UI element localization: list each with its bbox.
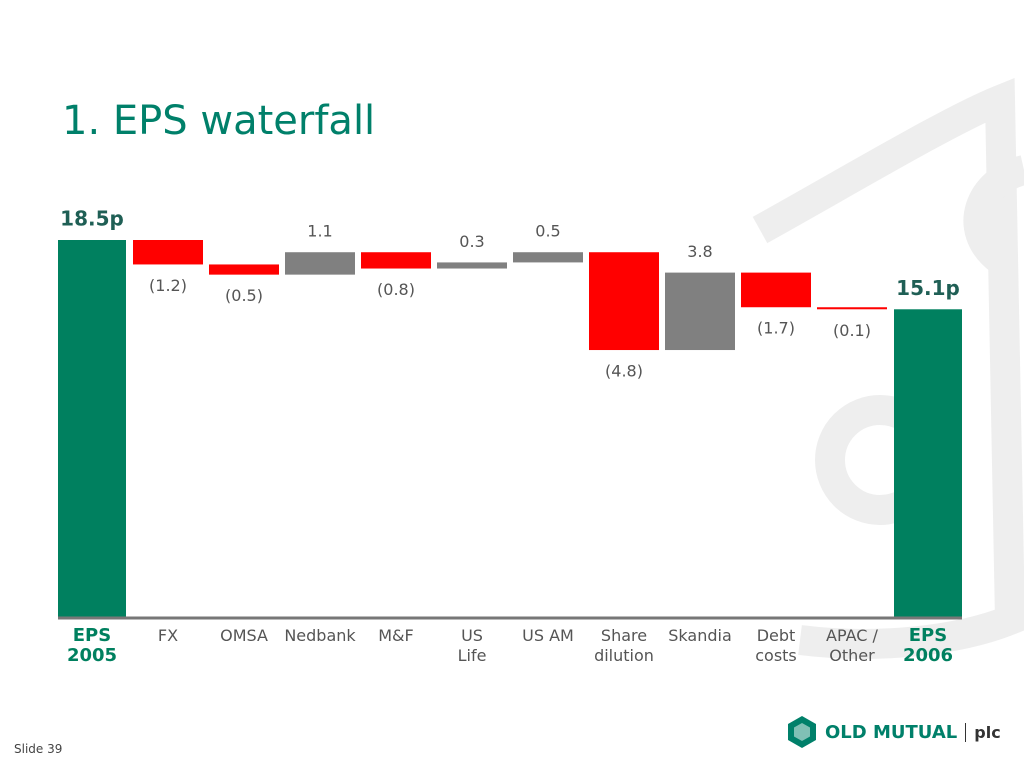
value-label: (1.7) — [757, 319, 795, 338]
bar — [894, 309, 962, 617]
value-label: (0.5) — [225, 286, 263, 305]
value-label: (4.8) — [605, 362, 643, 381]
x-tick-label: FX — [157, 626, 179, 645]
logo: OLD MUTUAL plc — [785, 716, 1001, 748]
value-label: (0.8) — [377, 280, 415, 299]
bar — [589, 252, 659, 351]
value-label: 15.1p — [896, 276, 960, 300]
bar — [285, 252, 355, 275]
x-tick-label: EPS 2006 — [902, 625, 954, 666]
bar — [58, 240, 126, 617]
bar — [437, 262, 507, 269]
x-tick-label: M&F — [378, 626, 414, 645]
logo-suffix: plc — [965, 722, 1001, 742]
value-label: (1.2) — [149, 276, 187, 295]
bar — [133, 240, 203, 265]
bar — [741, 272, 811, 308]
x-tick-label: EPS 2005 — [66, 625, 118, 666]
x-tick-label: US Life — [457, 626, 487, 665]
value-label: 3.8 — [687, 242, 712, 261]
bar — [665, 272, 735, 351]
logo-icon — [788, 716, 816, 748]
x-tick-label: OMSA — [220, 626, 268, 645]
bar — [209, 264, 279, 275]
bar — [361, 252, 431, 269]
x-tick-label: Nedbank — [284, 626, 356, 645]
value-label: (0.1) — [833, 321, 871, 340]
x-tick-label: APAC / Other — [826, 626, 878, 665]
x-tick-label: US AM — [522, 626, 574, 645]
x-tick-label: Skandia — [668, 626, 732, 645]
value-label: 0.5 — [535, 222, 560, 241]
watermark — [752, 78, 1024, 659]
value-label: 1.1 — [307, 222, 332, 241]
value-label: 18.5p — [60, 207, 124, 231]
chart-title: 1. EPS waterfall — [62, 98, 376, 144]
x-tick-label: Debt costs — [755, 626, 797, 665]
x-tick-label: Share dilution — [594, 626, 654, 665]
slide-number: Slide 39 — [14, 742, 63, 756]
bar — [513, 252, 583, 263]
value-label: 0.3 — [459, 232, 484, 251]
logo-name: OLD MUTUAL — [825, 721, 958, 743]
bar — [817, 307, 887, 310]
